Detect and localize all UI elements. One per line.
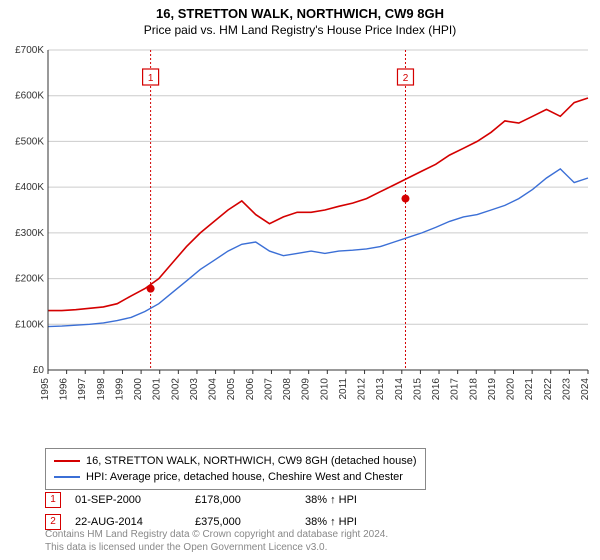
svg-text:1995: 1995 — [40, 378, 51, 401]
chart-title-line1: 16, STRETTON WALK, NORTHWICH, CW9 8GH — [0, 0, 600, 21]
legend-item: 16, STRETTON WALK, NORTHWICH, CW9 8GH (d… — [54, 453, 417, 469]
transaction-price: £375,000 — [195, 516, 305, 528]
footer-line: This data is licensed under the Open Gov… — [45, 541, 388, 554]
svg-text:2020: 2020 — [506, 378, 517, 401]
svg-text:2012: 2012 — [357, 378, 368, 401]
svg-text:2024: 2024 — [580, 378, 591, 401]
svg-text:2021: 2021 — [524, 378, 535, 401]
svg-text:2010: 2010 — [319, 378, 330, 401]
transaction-marker-icon: 1 — [45, 492, 61, 508]
transaction-change: 38% ↑ HPI — [305, 516, 357, 528]
legend-item: HPI: Average price, detached house, Ches… — [54, 469, 417, 485]
svg-text:£400K: £400K — [15, 182, 44, 193]
footer-line: Contains HM Land Registry data © Crown c… — [45, 528, 388, 541]
svg-text:2023: 2023 — [561, 378, 572, 401]
svg-text:2003: 2003 — [189, 378, 200, 401]
svg-text:1998: 1998 — [96, 378, 107, 401]
svg-text:1999: 1999 — [114, 378, 125, 401]
svg-text:1996: 1996 — [59, 378, 70, 401]
svg-text:2009: 2009 — [301, 378, 312, 401]
svg-text:2008: 2008 — [282, 378, 293, 401]
svg-text:2006: 2006 — [245, 378, 256, 401]
svg-text:2019: 2019 — [487, 378, 498, 401]
transaction-date: 01-SEP-2000 — [75, 494, 195, 506]
svg-text:2014: 2014 — [394, 378, 405, 401]
legend-swatch — [54, 476, 80, 478]
legend-label: HPI: Average price, detached house, Ches… — [86, 471, 403, 483]
svg-text:2007: 2007 — [263, 378, 274, 401]
svg-text:2002: 2002 — [170, 378, 181, 401]
svg-text:£100K: £100K — [15, 319, 44, 330]
transaction-row: 1 01-SEP-2000 £178,000 38% ↑ HPI — [45, 492, 357, 508]
svg-text:2: 2 — [403, 73, 409, 84]
svg-text:£0: £0 — [33, 365, 45, 376]
svg-text:2016: 2016 — [431, 378, 442, 401]
svg-text:2018: 2018 — [468, 378, 479, 401]
svg-text:2017: 2017 — [450, 378, 461, 401]
svg-text:2005: 2005 — [226, 378, 237, 401]
legend-label: 16, STRETTON WALK, NORTHWICH, CW9 8GH (d… — [86, 455, 417, 467]
legend: 16, STRETTON WALK, NORTHWICH, CW9 8GH (d… — [45, 448, 426, 490]
svg-text:2000: 2000 — [133, 378, 144, 401]
chart-area: £0 £100K £200K £300K £400K £500K £600K £700K 1 2 1… — [0, 44, 600, 404]
svg-text:2022: 2022 — [543, 378, 554, 401]
svg-text:2001: 2001 — [152, 378, 163, 401]
svg-text:£300K: £300K — [15, 228, 44, 239]
svg-text:1997: 1997 — [77, 378, 88, 401]
chart-title-line2: Price paid vs. HM Land Registry's House … — [0, 21, 600, 37]
svg-text:£200K: £200K — [15, 274, 44, 285]
svg-text:£600K: £600K — [15, 91, 44, 102]
svg-text:2013: 2013 — [375, 378, 386, 401]
svg-text:£500K: £500K — [15, 136, 44, 147]
svg-text:2004: 2004 — [208, 378, 219, 401]
transaction-change: 38% ↑ HPI — [305, 494, 357, 506]
transaction-price: £178,000 — [195, 494, 305, 506]
footer-attribution: Contains HM Land Registry data © Crown c… — [45, 528, 388, 554]
transaction-date: 22-AUG-2014 — [75, 516, 195, 528]
svg-text:2011: 2011 — [338, 378, 349, 400]
svg-text:2015: 2015 — [412, 378, 423, 401]
legend-swatch — [54, 460, 80, 462]
svg-text:1: 1 — [148, 73, 154, 84]
svg-text:£700K: £700K — [15, 45, 44, 56]
